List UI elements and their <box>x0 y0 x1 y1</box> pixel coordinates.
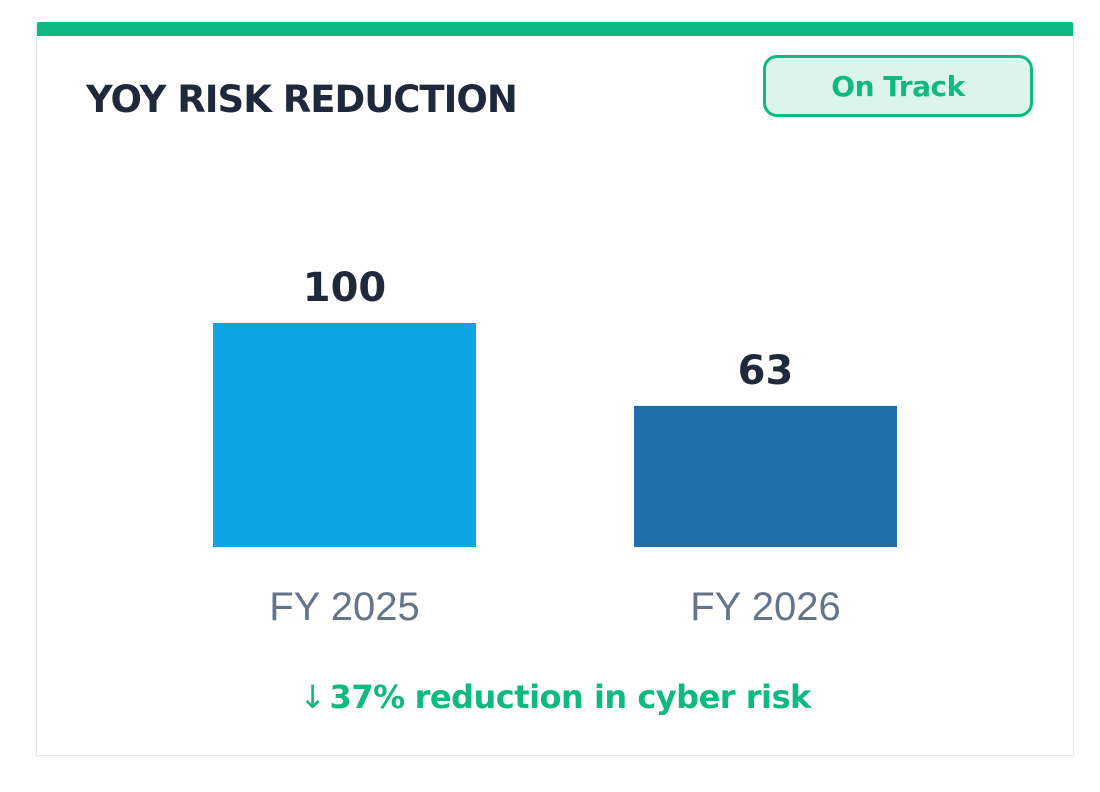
risk-card: YOY RISK REDUCTION On Track ↓ 37% reductio… <box>36 22 1074 756</box>
bar-value-label: 63 <box>738 348 794 394</box>
down-arrow-icon: ↓ <box>299 678 326 716</box>
bar-value-label: 100 <box>303 265 387 311</box>
card-accent-bar <box>37 22 1073 36</box>
reduction-summary: ↓ 37% reduction in cyber risk <box>37 678 1073 716</box>
x-tick-label: FY 2026 <box>690 585 841 629</box>
x-tick-label: FY 2025 <box>269 585 420 629</box>
bar-fy-2025 <box>213 323 476 547</box>
bar-fy-2026 <box>634 405 897 547</box>
card-title: YOY RISK REDUCTION <box>86 78 518 121</box>
reduction-percent: 37% <box>329 678 406 716</box>
reduction-text: reduction in cyber risk <box>414 678 812 716</box>
status-badge: On Track <box>763 55 1033 117</box>
